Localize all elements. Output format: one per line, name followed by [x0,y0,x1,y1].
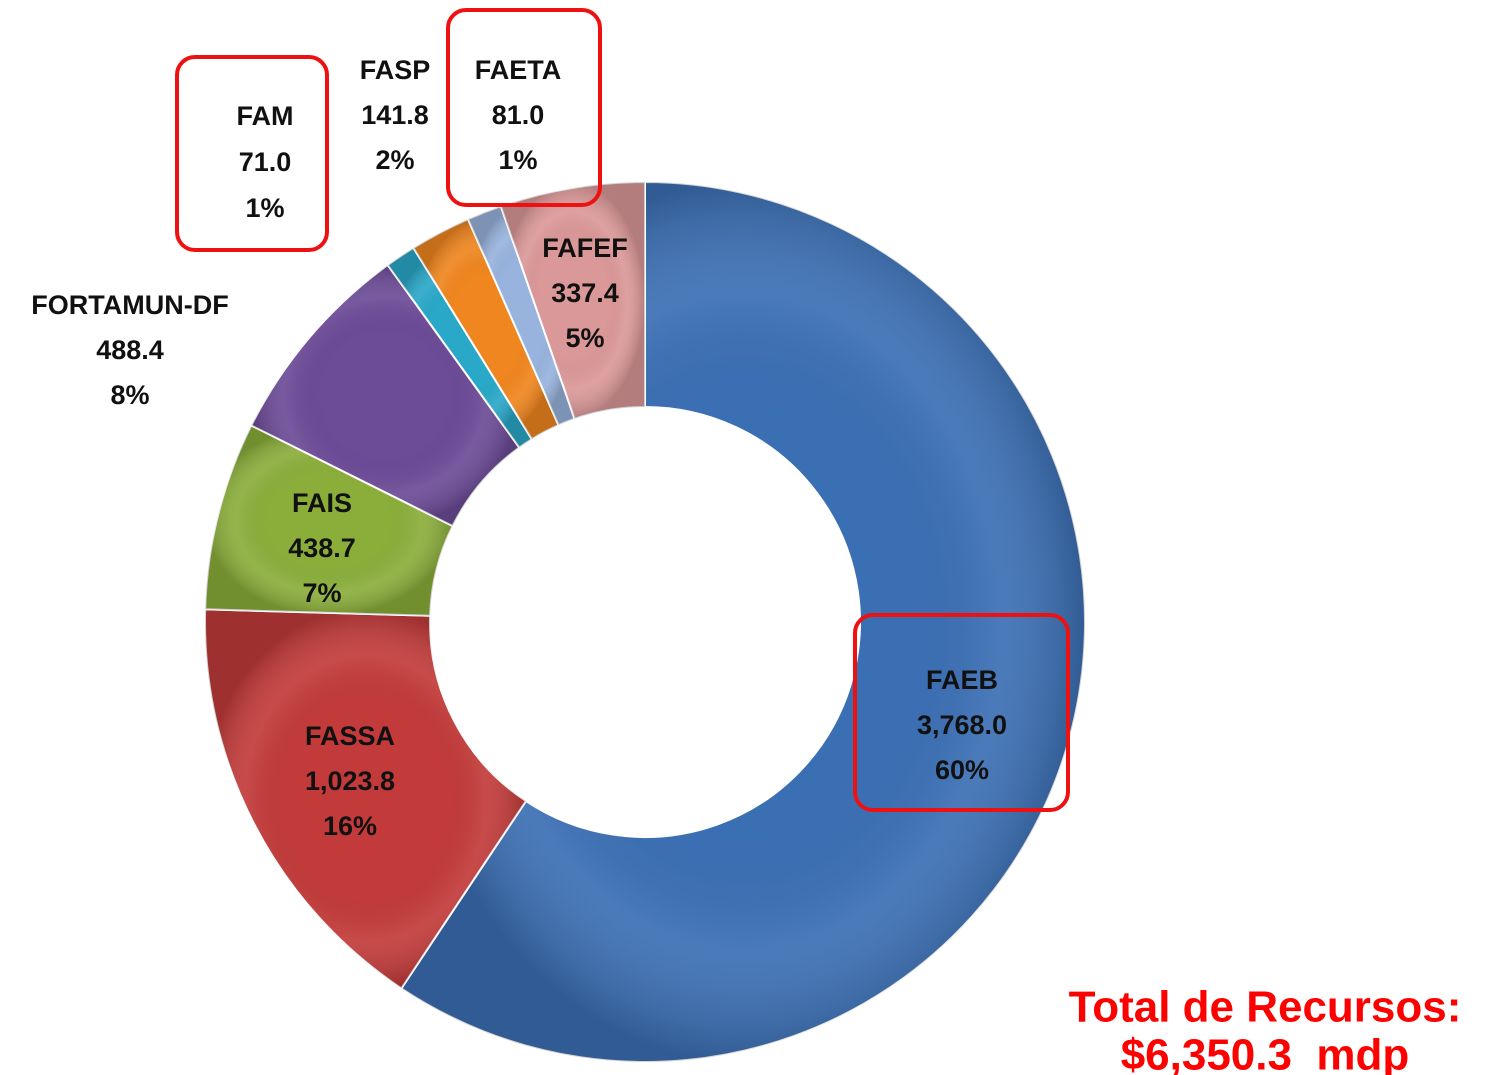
percentage-label: 2% [375,145,414,175]
percentage-label: 60% [935,755,989,785]
category-label: FAEB [926,665,998,695]
data-labels: FAEB 3,768.0 60% FASSA 1,023.8 16% FAIS 438.7 7%… [31,8,1070,841]
value-label: 337.4 [551,278,619,308]
percentage-label: 16% [323,811,377,841]
value-label: 71.0 [239,147,292,177]
category-label: FAETA [475,55,562,85]
percentage-label: 1% [245,193,284,223]
value-label: 3,768.0 [917,710,1007,740]
category-label: FAIS [292,488,352,518]
category-label: FORTAMUN-DF [31,290,228,320]
highlight-box [446,8,602,207]
percentage-label: 1% [498,145,537,175]
category-label: FAM [237,101,294,131]
value-label: 1,023.8 [305,766,395,796]
annotation: $6,350.3 mdp [1121,1031,1410,1075]
category-label: FASP [360,55,431,85]
value-label: 488.4 [96,335,164,365]
highlight-box [853,613,1070,812]
annotation: Total de Recursos: [1069,983,1462,1032]
category-label: FASSA [305,721,395,751]
category-label: FAFEF [542,233,628,263]
value-label: 438.7 [288,533,356,563]
highlight-box [175,55,329,252]
value-label: 81.0 [492,100,545,130]
donut [204,180,1086,1063]
percentage-label: 8% [110,380,149,410]
percentage-label: 5% [565,323,604,353]
percentage-label: 7% [302,578,341,608]
value-label: 141.8 [361,100,429,130]
